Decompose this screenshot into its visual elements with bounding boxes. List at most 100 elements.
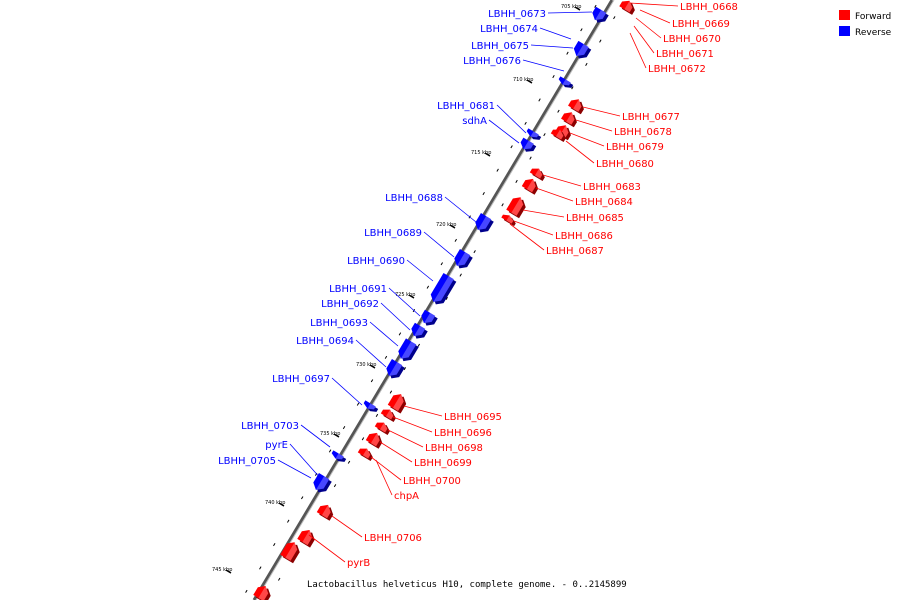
reverse-gene-arrow-body	[558, 76, 571, 86]
scale-tick-label: 725 kbp	[395, 292, 415, 298]
forward-gene-label: LBHH_0680	[596, 159, 654, 170]
minor-tick	[440, 262, 444, 266]
label-layer: LBHH_0668 LBHH_0669 LBHH_0670 LBHH_0671 LBHH…	[218, 2, 738, 569]
minor-tick	[552, 75, 555, 79]
gene-leader-line	[277, 459, 312, 479]
reverse-gene-label: LBHH_0690	[347, 256, 405, 267]
minor-tick	[417, 343, 421, 347]
minor-tick	[300, 496, 304, 500]
forward-gene-label: LBHH_0700	[403, 476, 461, 487]
minor-tick	[594, 4, 597, 8]
forward-gene-arrow	[365, 432, 383, 449]
reverse-gene-label: LBHH_0675	[471, 41, 529, 52]
scale-tick-label: 710 kbp	[513, 77, 533, 83]
scale-tick-label: 715 kbp	[471, 150, 491, 156]
minor-tick	[403, 367, 407, 371]
gene-leader-line	[369, 321, 399, 347]
forward-gene-label: LBHH_0679	[606, 142, 664, 153]
minor-tick	[515, 179, 518, 183]
forward-gene-arrow-body	[561, 112, 575, 125]
minor-tick	[613, 16, 616, 20]
forward-gene-arrow-highlight	[302, 529, 313, 546]
scale-tick-label: 720 kbp	[436, 222, 456, 228]
major-tick	[526, 79, 533, 84]
forward-gene-arrow-body	[297, 529, 313, 546]
reverse-gene-arrow-highlight	[594, 9, 607, 21]
forward-gene-arrow-body	[501, 214, 514, 224]
reverse-gene-arrow-highlight	[335, 453, 344, 460]
gene-leader-line	[331, 515, 363, 538]
gene-leader-line	[513, 220, 554, 236]
tick-layer: 705 kbp 710 kbp 715 kbp 720 kbp 725 kbp 730 k…	[212, 4, 616, 605]
reverse-gene-label: sdhA	[462, 116, 487, 127]
major-tick	[484, 152, 491, 157]
reverse-gene-label: LBHH_0697	[272, 374, 330, 385]
gene-leader-line	[380, 302, 411, 331]
forward-gene-arrow-highlight	[526, 178, 536, 193]
forward-gene-arrow-body	[555, 125, 569, 138]
reverse-gene-arrow-highlight	[456, 252, 471, 266]
reverse-gene-label: LBHH_0691	[329, 284, 387, 295]
reverse-gene-arrow-highlight	[576, 43, 589, 57]
reverse-gene-arrow	[411, 322, 428, 339]
gene-leader-line	[488, 119, 520, 144]
gene-leader-line	[522, 59, 565, 72]
forward-gene-arrow-body	[550, 129, 564, 140]
forward-gene-label: LBHH_0669	[672, 19, 730, 30]
reverse-gene-label: LBHH_0681	[437, 101, 495, 112]
minor-tick	[599, 39, 602, 43]
major-tick	[333, 433, 340, 438]
reverse-gene-arrow-highlight	[523, 140, 534, 150]
reverse-gene-label: LBHH_0674	[480, 24, 538, 35]
forward-gene-arrow-body	[316, 504, 331, 519]
forward-gene-arrow	[387, 394, 407, 414]
reverse-gene-arrow	[331, 450, 347, 462]
gene-leader-line	[308, 534, 346, 563]
gene-leader-line	[423, 231, 455, 258]
gene-leader-line	[582, 106, 621, 117]
forward-gene-arrow-highlight	[566, 112, 575, 125]
gene-leader-line	[629, 32, 647, 69]
gene-leader-line	[629, 2, 679, 7]
reverse-gene-label: LBHH_0693	[310, 318, 368, 329]
forward-gene-arrow	[380, 409, 396, 423]
reverse-gene-arrow-highlight	[315, 476, 330, 490]
reverse-gene-label: LBHH_0694	[296, 336, 354, 347]
minor-tick	[501, 203, 504, 207]
reverse-gene-arrow	[454, 249, 473, 269]
minor-tick	[529, 156, 532, 160]
legend-reverse-label: Reverse	[855, 28, 892, 38]
reverse-gene-arrow	[430, 273, 457, 305]
gene-leader-line	[289, 443, 323, 481]
minor-tick	[473, 250, 476, 254]
reverse-gene-arrow	[398, 338, 419, 362]
forward-gene-label: LBHH_0684	[575, 197, 633, 208]
reverse-gene-arrow	[421, 309, 438, 326]
reverse-gene-arrow-highlight	[562, 79, 571, 86]
forward-gene-arrow-highlight	[624, 0, 633, 13]
forward-gene-arrow-body	[529, 168, 543, 179]
minor-tick	[245, 589, 248, 593]
forward-gene-arrow-body	[280, 542, 298, 561]
minor-tick	[566, 51, 569, 55]
minor-tick	[375, 413, 379, 417]
minor-tick	[389, 390, 393, 394]
reverse-gene-arrow	[558, 76, 574, 88]
reverse-gene-arrow-body	[573, 40, 589, 57]
forward-gene-arrow	[521, 178, 539, 195]
minor-tick	[482, 192, 485, 196]
reverse-gene-arrow-body	[421, 309, 436, 324]
minor-tick	[278, 577, 281, 581]
reverse-gene-arrow-highlight	[530, 131, 539, 138]
minor-tick	[259, 566, 262, 570]
reverse-gene-label: LBHH_0703	[241, 421, 299, 432]
reverse-gene-arrow-highlight	[477, 216, 492, 230]
forward-gene-arrow-body	[568, 99, 582, 112]
gene-leader-line	[509, 223, 545, 251]
reverse-gene-arrow	[592, 6, 609, 23]
gene-leader-line	[539, 27, 572, 40]
forward-gene-arrow-highlight	[362, 448, 371, 459]
gene-leader-line	[403, 405, 443, 417]
minor-tick	[398, 332, 402, 336]
